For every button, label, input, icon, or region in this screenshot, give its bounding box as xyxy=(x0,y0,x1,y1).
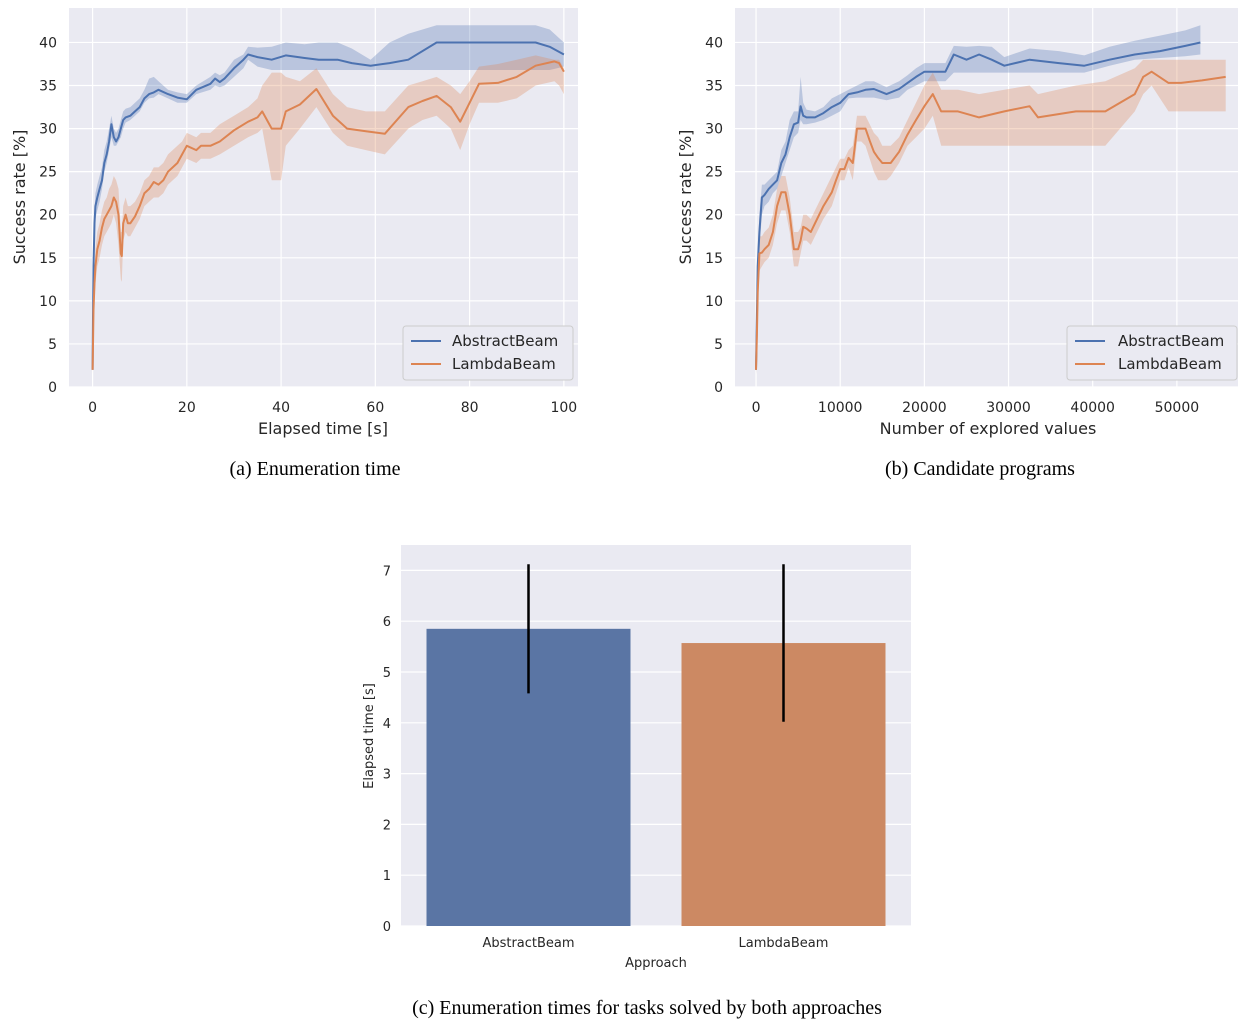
legend-label-abstractbeam: AbstractBeam xyxy=(452,332,558,350)
ytick-label: 30 xyxy=(39,122,57,138)
chart-a: 0 5 10 15 20 25 30 35 40 0 20 40 60 80 100 Elapsed tim… xyxy=(10,8,578,480)
band-abstractbeam xyxy=(92,25,564,370)
chart-a-xlabel: Elapsed time [s] xyxy=(258,419,388,438)
series-line-lambdabeam xyxy=(755,70,1226,370)
ytick-label: 20 xyxy=(39,208,57,224)
xtick-label: LambdaBeam xyxy=(739,936,829,951)
chart-c-ylabel: Elapsed time [s] xyxy=(362,683,377,789)
ytick-label: 7 xyxy=(383,564,391,579)
ytick-label: 40 xyxy=(705,35,723,51)
xtick-label: 80 xyxy=(461,400,479,416)
ytick-label: 1 xyxy=(383,869,391,884)
series-line-abstractbeam xyxy=(755,41,1201,370)
ytick-label: 15 xyxy=(39,251,57,267)
ytick-label: 6 xyxy=(383,615,391,630)
series-line-lambdabeam xyxy=(91,60,565,370)
chart-c-bars xyxy=(426,564,886,926)
chart-b-grid xyxy=(735,8,1238,388)
chart-a-legend: AbstractBeam LambdaBeam xyxy=(402,325,574,381)
chart-b-ticks: 0 5 10 15 20 25 30 35 40 0 10000 20000 30000 40000 500… xyxy=(705,35,1199,416)
ytick-label: 25 xyxy=(39,165,57,181)
ytick-label: 25 xyxy=(705,165,723,181)
chart-b-plot-area xyxy=(735,8,1238,387)
chart-a-ylabel: Success rate [%] xyxy=(10,130,29,265)
chart-b-legend: AbstractBeam LambdaBeam xyxy=(1066,325,1238,381)
chart-b-ylabel: Success rate [%] xyxy=(676,130,695,265)
xtick-label: 40000 xyxy=(1070,400,1115,416)
chart-c-caption: (c) Enumeration times for tasks solved b… xyxy=(412,997,882,1019)
legend-label-lambdabeam: LambdaBeam xyxy=(452,355,556,373)
band-lambdabeam xyxy=(92,55,564,375)
chart-a-plot-area xyxy=(69,8,578,387)
chart-b-bands xyxy=(756,25,1226,375)
legend-label-abstractbeam: AbstractBeam xyxy=(1118,332,1224,350)
xtick-label: 20 xyxy=(178,400,196,416)
ytick-label: 5 xyxy=(383,666,391,681)
xtick-label: 40 xyxy=(272,400,290,416)
chart-a-lines xyxy=(91,41,565,370)
ytick-label: 10 xyxy=(705,294,723,310)
ytick-label: 0 xyxy=(48,380,57,396)
xtick-label: AbstractBeam xyxy=(482,936,574,951)
band-lambdabeam xyxy=(756,59,1226,375)
chart-b-lines xyxy=(755,41,1226,370)
xtick-label: 10000 xyxy=(818,400,863,416)
xtick-label: 100 xyxy=(550,400,577,416)
ytick-label: 35 xyxy=(705,79,723,95)
ytick-label: 5 xyxy=(714,337,723,353)
chart-c-ticks: 0 1 2 3 4 5 6 7 AbstractBeam LambdaBeam xyxy=(383,564,829,951)
chart-b-caption: (b) Candidate programs xyxy=(885,458,1075,480)
ytick-label: 40 xyxy=(39,35,57,51)
ytick-label: 5 xyxy=(48,337,57,353)
xtick-label: 0 xyxy=(752,400,761,416)
chart-a-ticks: 0 5 10 15 20 25 30 35 40 0 20 40 60 80 100 xyxy=(39,35,577,416)
ytick-label: 30 xyxy=(705,122,723,138)
xtick-label: 20000 xyxy=(902,400,947,416)
ytick-label: 3 xyxy=(383,768,391,783)
ytick-label: 0 xyxy=(383,920,391,935)
xtick-label: 50000 xyxy=(1155,400,1200,416)
chart-a-bands xyxy=(92,25,564,375)
series-line-abstractbeam xyxy=(91,41,565,370)
ytick-label: 15 xyxy=(705,251,723,267)
ytick-label: 10 xyxy=(39,294,57,310)
ytick-label: 20 xyxy=(705,208,723,224)
ytick-label: 2 xyxy=(383,818,391,833)
chart-a-caption: (a) Enumeration time xyxy=(229,458,400,480)
legend-box xyxy=(402,325,574,381)
xtick-label: 0 xyxy=(88,400,97,416)
xtick-label: 60 xyxy=(366,400,384,416)
chart-a-grid xyxy=(69,8,578,388)
ytick-label: 4 xyxy=(383,717,391,732)
legend-label-lambdabeam: LambdaBeam xyxy=(1118,355,1222,373)
ytick-label: 0 xyxy=(714,380,723,396)
chart-c-xlabel: Approach xyxy=(625,956,687,971)
legend-box xyxy=(1066,325,1238,381)
xtick-label: 30000 xyxy=(986,400,1031,416)
chart-b-xlabel: Number of explored values xyxy=(880,419,1097,438)
ytick-label: 35 xyxy=(39,79,57,95)
chart-b: 0 5 10 15 20 25 30 35 40 0 10000 20000 30000 40000 500… xyxy=(676,8,1238,480)
